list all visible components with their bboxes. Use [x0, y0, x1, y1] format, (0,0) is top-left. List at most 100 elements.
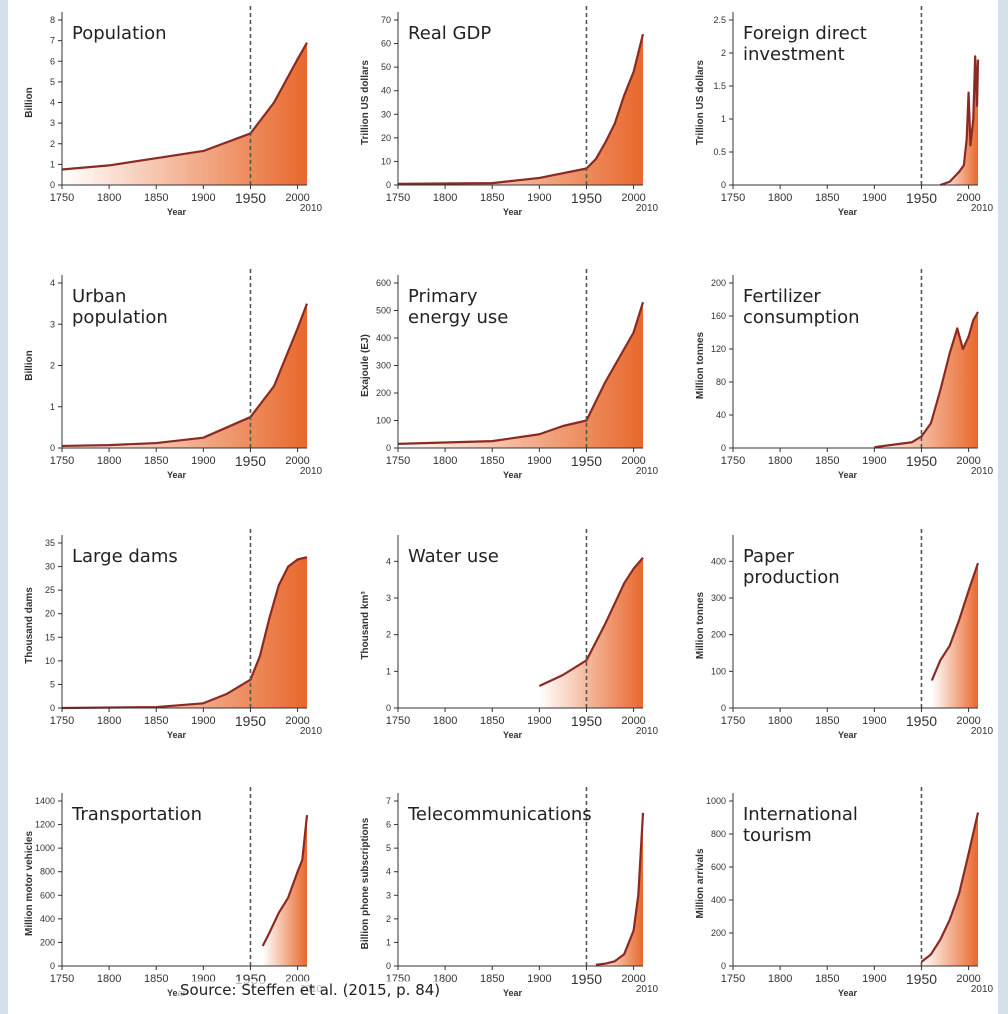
x-tick-label: 1750 — [50, 192, 74, 204]
y-tick-label: 0 — [50, 703, 55, 713]
y-tick-label: 600 — [376, 278, 391, 288]
series-line — [538, 556, 644, 687]
y-tick-label: 1400 — [35, 796, 55, 806]
series-area — [62, 42, 307, 185]
y-tick-label: 3 — [386, 593, 391, 603]
x-end-label: 2010 — [636, 726, 659, 737]
x-tick-label: 1750 — [721, 715, 745, 727]
y-tick-label: 400 — [711, 556, 726, 566]
x-axis-label: Year — [167, 207, 187, 217]
y-tick-label: 4 — [50, 278, 55, 288]
y-tick-label: 3 — [50, 319, 55, 329]
x-tick-label: 1900 — [862, 192, 886, 204]
y-tick-label: 6 — [386, 820, 391, 830]
x-axis-label: Year — [167, 730, 187, 740]
x-tick-label: 1950 — [571, 190, 602, 206]
y-tick-label: 600 — [40, 890, 55, 900]
x-tick-label: 1850 — [815, 973, 839, 985]
panel-title: Foreign direct investment — [743, 23, 867, 65]
x-tick-label: 1800 — [768, 715, 792, 727]
x-tick-label: 1750 — [721, 973, 745, 985]
y-tick-label: 0 — [50, 180, 55, 190]
x-axis-label: Year — [167, 470, 187, 480]
x-tick-label: 1850 — [815, 192, 839, 204]
x-tick-label: 1900 — [191, 192, 215, 204]
y-tick-label: 300 — [376, 361, 391, 371]
x-end-label: 2010 — [971, 984, 994, 995]
x-tick-label: 1800 — [768, 973, 792, 985]
y-tick-label: 100 — [711, 666, 726, 676]
x-tick-label: 1800 — [433, 192, 457, 204]
y-axis-label: Billion — [24, 350, 35, 381]
x-tick-label: 1950 — [906, 713, 937, 729]
x-end-label: 2010 — [300, 466, 323, 477]
series-line — [61, 303, 309, 448]
x-tick-label: 1850 — [144, 973, 168, 985]
series-area — [940, 56, 978, 185]
y-axis-label: Thousand dams — [24, 587, 35, 664]
y-tick-label: 25 — [45, 585, 55, 595]
x-axis-label: Year — [503, 988, 523, 998]
y-tick-label: 2.5 — [713, 15, 726, 25]
y-tick-label: 0 — [721, 443, 726, 453]
y-tick-label: 30 — [381, 109, 391, 119]
series-area — [398, 34, 643, 186]
x-end-label: 2010 — [971, 726, 994, 737]
x-tick-label: 2000 — [621, 973, 645, 985]
x-tick-label: 2000 — [621, 455, 645, 467]
series-area — [921, 812, 978, 966]
y-tick-label: 1 — [50, 159, 55, 169]
x-tick-label: 1900 — [862, 973, 886, 985]
y-tick-label: 35 — [45, 538, 55, 548]
x-end-label: 2010 — [636, 984, 659, 995]
y-tick-label: 200 — [711, 278, 726, 288]
y-tick-label: 2 — [386, 914, 391, 924]
y-tick-label: 0 — [386, 961, 391, 971]
x-end-label: 2010 — [300, 203, 323, 214]
x-tick-label: 1750 — [386, 455, 410, 467]
series-line — [397, 301, 645, 445]
y-tick-label: 120 — [711, 344, 726, 354]
x-tick-label: 1950 — [571, 453, 602, 469]
x-tick-label: 2000 — [956, 973, 980, 985]
series-line — [874, 311, 979, 449]
y-tick-label: 3 — [386, 890, 391, 900]
x-axis-label: Year — [503, 207, 523, 217]
x-tick-label: 1850 — [480, 973, 504, 985]
y-tick-label: 7 — [386, 796, 391, 806]
x-tick-label: 1950 — [906, 453, 937, 469]
y-axis-label: Billion phone subscriptions — [360, 817, 371, 949]
series-line — [930, 562, 980, 681]
y-axis-label: Trillion US dollars — [360, 60, 371, 145]
x-end-label: 2010 — [636, 203, 659, 214]
series-line — [61, 556, 308, 710]
y-tick-label: 1200 — [35, 820, 55, 830]
series-line — [920, 812, 980, 963]
y-tick-label: 100 — [376, 416, 391, 426]
y-tick-label: 40 — [381, 86, 391, 96]
panel-title: Paper production — [743, 546, 840, 588]
series-area — [595, 812, 643, 966]
x-tick-label: 2000 — [621, 192, 645, 204]
panel-title: Population — [72, 23, 167, 44]
series-area — [539, 557, 643, 708]
x-axis-label: Year — [838, 207, 858, 217]
x-tick-label: 1850 — [480, 715, 504, 727]
x-tick-label: 1750 — [721, 455, 745, 467]
x-tick-label: 1750 — [386, 192, 410, 204]
x-end-label: 2010 — [300, 726, 323, 737]
x-tick-label: 1800 — [433, 455, 457, 467]
y-tick-label: 800 — [40, 867, 55, 877]
y-tick-label: 0 — [386, 443, 391, 453]
x-tick-label: 1900 — [527, 455, 551, 467]
x-tick-label: 2000 — [285, 455, 309, 467]
y-axis-label: Trillion US dollars — [695, 60, 706, 145]
y-tick-label: 20 — [45, 609, 55, 619]
y-tick-label: 5 — [50, 679, 55, 689]
y-tick-label: 10 — [45, 656, 55, 666]
x-tick-label: 1750 — [50, 455, 74, 467]
series-area — [398, 302, 643, 448]
y-tick-label: 5 — [50, 77, 55, 87]
x-tick-label: 1850 — [144, 192, 168, 204]
